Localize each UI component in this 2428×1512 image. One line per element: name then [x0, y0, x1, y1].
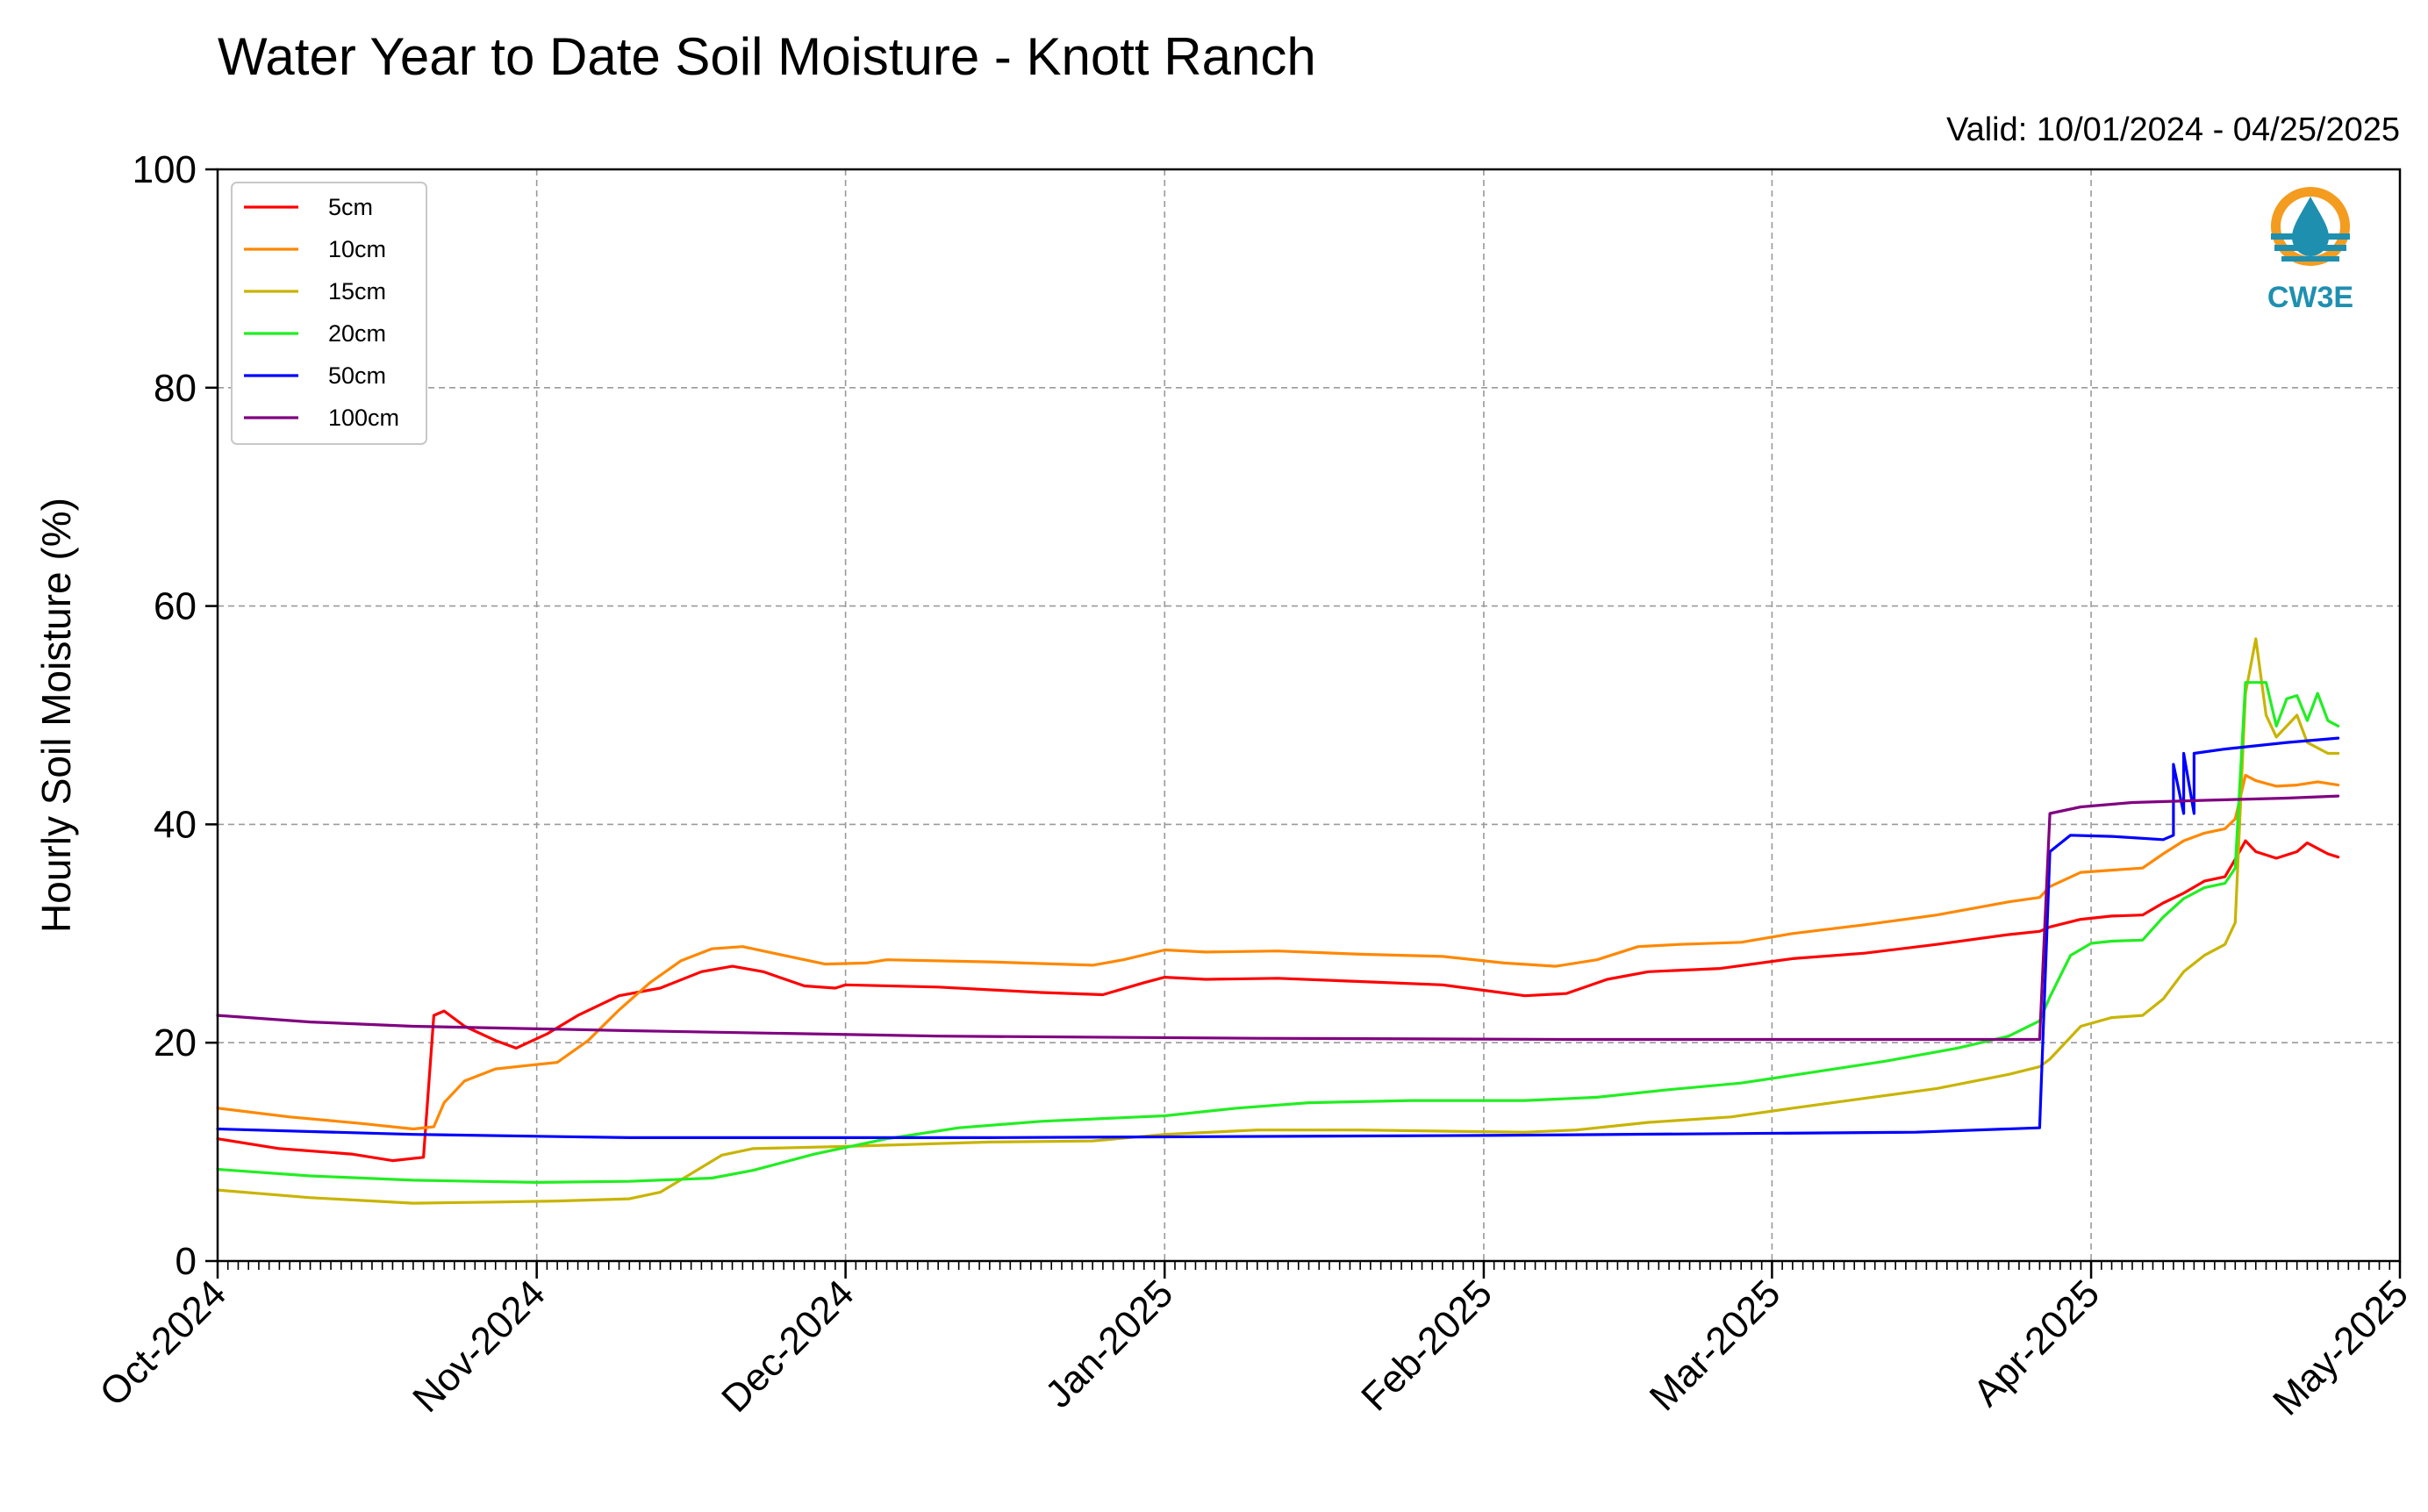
series-line-100cm: [216, 794, 2340, 1042]
series-line-50cm: [216, 736, 2340, 1140]
x-tick-label: Jan-2025: [1037, 1272, 1181, 1415]
legend-label-10cm: 10cm: [328, 236, 386, 262]
x-minor-ticks: [217, 1261, 2401, 1270]
water-drop-icon: [2292, 197, 2329, 256]
legend-label-100cm: 100cm: [328, 405, 399, 431]
cw3e-logo: CW3E: [2267, 187, 2353, 314]
legend-label-15cm: 15cm: [328, 278, 386, 305]
x-tick-label: Feb-2025: [1353, 1272, 1500, 1419]
x-tick-label: Apr-2025: [1965, 1272, 2108, 1415]
x-tick-label: Mar-2025: [1642, 1272, 1789, 1419]
chart-title: Water Year to Date Soil Moisture - Knott…: [218, 27, 1316, 86]
logo-text: CW3E: [2267, 281, 2353, 314]
y-tick-label: 100: [133, 148, 197, 191]
plot-lines: [216, 637, 2340, 1205]
y-tick-label: 0: [175, 1240, 197, 1283]
y-tick-label: 20: [154, 1021, 197, 1064]
series-line-10cm: [216, 773, 2340, 1131]
x-tick-label: May-2025: [2265, 1272, 2417, 1423]
y-tick-label: 80: [154, 367, 197, 410]
y-axis: 0 20 40 60 80 100: [133, 148, 218, 1283]
legend: 5cm 10cm 15cm 20cm 50cm 100cm: [231, 182, 427, 445]
y-axis-label: Hourly Soil Moisture (%): [33, 498, 79, 933]
legend-label-50cm: 50cm: [328, 362, 386, 389]
y-tick-label: 40: [154, 803, 197, 846]
valid-date-range: Valid: 10/01/2024 - 04/25/2025: [1946, 111, 2400, 148]
x-axis: Oct-2024 Nov-2024 Dec-2024 Jan-2025 Feb-2025…: [91, 1261, 2417, 1423]
grid: [218, 169, 2400, 1261]
plot-frame: [216, 168, 2402, 1263]
x-tick-label: Oct-2024: [91, 1272, 234, 1415]
y-tick-label: 60: [154, 585, 197, 628]
x-tick-label: Nov-2024: [405, 1272, 554, 1421]
legend-label-5cm: 5cm: [328, 194, 373, 220]
series-line-5cm: [216, 839, 2340, 1163]
series-line-20cm: [216, 681, 2340, 1185]
series-line-15cm: [216, 637, 2340, 1205]
x-tick-label: Dec-2024: [713, 1272, 863, 1421]
legend-label-20cm: 20cm: [328, 320, 386, 347]
